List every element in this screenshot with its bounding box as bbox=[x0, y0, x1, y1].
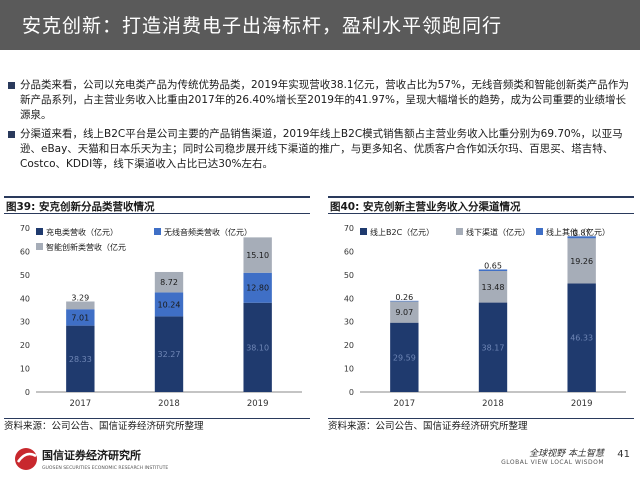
x-tick-label: 2018 bbox=[482, 399, 504, 409]
bullet-list: 分品类来看，公司以充电类产品为传统优势品类，2019年实现营收38.1亿元，营收… bbox=[8, 78, 632, 176]
legend-label: 无线音频类营收（亿元） bbox=[164, 227, 252, 237]
logo-swoosh-icon bbox=[16, 452, 37, 463]
bar-segment bbox=[390, 301, 419, 323]
logo-circle-icon bbox=[15, 448, 37, 470]
y-tick-label: 30 bbox=[344, 318, 354, 327]
data-label: 38.17 bbox=[482, 343, 505, 352]
y-tick-label: 20 bbox=[20, 341, 30, 350]
x-tick-label: 2019 bbox=[571, 399, 593, 409]
chart-panel-category: 图39: 安克创新分品类营收情况 0 10 20 30 40 50 60 70 28.33 7.0… bbox=[4, 196, 310, 418]
data-label: 38.10 bbox=[246, 343, 269, 352]
y-tick-label: 10 bbox=[344, 365, 354, 374]
data-label: 32.27 bbox=[158, 350, 181, 359]
y-tick-label: 50 bbox=[20, 271, 30, 280]
chart-title-category: 图39: 安克创新分品类营收情况 bbox=[4, 196, 310, 214]
x-tick-label: 2017 bbox=[394, 399, 416, 409]
legend-label: 线下渠道（亿元） bbox=[466, 227, 530, 237]
bar-segment bbox=[154, 316, 184, 392]
slogan-text: 全球视野 本土智慧 bbox=[529, 449, 604, 459]
data-label: 8.72 bbox=[160, 278, 178, 287]
legend-swatch bbox=[456, 228, 463, 235]
y-tick-label: 0 bbox=[349, 388, 354, 397]
bar-segment bbox=[243, 302, 272, 392]
square-bullet-icon bbox=[8, 82, 15, 89]
bar-segment bbox=[66, 309, 95, 326]
bar-segment bbox=[154, 271, 184, 293]
bar-segment bbox=[66, 325, 95, 392]
y-tick-label: 70 bbox=[344, 224, 354, 233]
legend-label: 充电类营收（亿元） bbox=[46, 227, 118, 237]
data-label: 46.33 bbox=[570, 334, 593, 343]
logo-subtext: GUOSEN SECURITIES ECONOMIC RESEARCH INST… bbox=[42, 465, 168, 471]
y-tick-label: 50 bbox=[344, 271, 354, 280]
square-bullet-icon bbox=[8, 131, 15, 138]
source-note-left: 资料来源：公司公告、国信证券经济研究所整理 bbox=[4, 418, 310, 434]
y-tick-label: 40 bbox=[344, 294, 354, 303]
legend-label: 线上B2C（亿元） bbox=[370, 227, 434, 237]
y-tick-label: 30 bbox=[20, 318, 30, 327]
data-label: 15.10 bbox=[246, 251, 269, 260]
guosen-logo: 国信证券经济研究所 GUOSEN SECURITIES ECONOMIC RES… bbox=[15, 448, 168, 471]
title-bar: 安克创新：打造消费电子出海标杆，盈利水平领跑同行 bbox=[0, 0, 640, 50]
y-tick-label: 60 bbox=[344, 247, 354, 256]
data-label: 0.26 bbox=[395, 293, 413, 302]
y-tick-label: 20 bbox=[344, 341, 354, 350]
bullet-text-channel: 分渠道来看，线上B2C平台是公司主要的产品销售渠道，2019年线上B2C模式销售… bbox=[20, 128, 623, 170]
category-revenue-chart: 0 10 20 30 40 50 60 70 28.33 7.01 3.29 2017 32.27 10.… bbox=[20, 224, 302, 409]
chart-title-channel: 图40: 安克创新主营业务收入分渠道情况 bbox=[328, 196, 634, 214]
bar-segment bbox=[243, 237, 272, 273]
legend-swatch bbox=[154, 228, 161, 235]
slogan-en-text: GLOBAL VIEW LOCAL WISDOM bbox=[501, 459, 604, 466]
x-tick-label: 2017 bbox=[70, 399, 92, 409]
y-tick-label: 0 bbox=[25, 388, 30, 397]
page-number: 41 bbox=[617, 449, 630, 460]
legend-swatch bbox=[36, 228, 43, 235]
bar-segment bbox=[390, 322, 419, 392]
data-label: 29.59 bbox=[393, 353, 416, 362]
legend-label: 智能创新类营收（亿元 bbox=[46, 242, 126, 252]
legend-swatch bbox=[536, 228, 543, 235]
data-label: 28.33 bbox=[69, 355, 92, 364]
legend-swatch bbox=[360, 228, 367, 235]
data-label: 0.87 bbox=[573, 228, 591, 237]
bar-segment bbox=[478, 302, 508, 392]
data-label: 7.01 bbox=[71, 313, 89, 322]
x-tick-label: 2019 bbox=[247, 399, 269, 409]
data-label: 12.80 bbox=[246, 284, 269, 293]
source-note-right: 资料来源：公司公告、国信证券经济研究所整理 bbox=[328, 418, 634, 434]
bar-segment bbox=[567, 236, 596, 239]
logo-text: 国信证券经济研究所 bbox=[42, 448, 141, 462]
bullet-channel: 分渠道来看，线上B2C平台是公司主要的产品销售渠道，2019年线上B2C模式销售… bbox=[8, 127, 632, 172]
bar-segment bbox=[567, 238, 596, 284]
footer-slogan: 全球视野 本土智慧 GLOBAL VIEW LOCAL WISDOM bbox=[501, 446, 604, 466]
data-label: 3.29 bbox=[71, 293, 89, 302]
y-tick-label: 40 bbox=[20, 294, 30, 303]
x-tick-label: 2018 bbox=[158, 399, 180, 409]
channel-revenue-chart: 0 10 20 30 40 50 60 70 29.59 9.07 0.26 2017 38.17 13.… bbox=[344, 224, 626, 409]
bullet-text-category: 分品类来看，公司以充电类产品为传统优势品类，2019年实现营收38.1亿元，营收… bbox=[20, 79, 629, 121]
bar-segment bbox=[243, 272, 272, 303]
chart-panel-channel: 图40: 安克创新主营业务收入分渠道情况 0 10 20 30 40 50 60 70 29.5… bbox=[328, 196, 634, 418]
legend-label: 线上其他（亿元） bbox=[546, 227, 610, 237]
bullet-category: 分品类来看，公司以充电类产品为传统优势品类，2019年实现营收38.1亿元，营收… bbox=[8, 78, 632, 123]
bar-segment bbox=[154, 292, 184, 317]
bar-segment bbox=[66, 301, 95, 310]
bar-segment bbox=[478, 270, 508, 303]
data-label: 0.65 bbox=[484, 261, 502, 270]
legend-swatch bbox=[36, 243, 43, 250]
page-title: 安克创新：打造消费电子出海标杆，盈利水平领跑同行 bbox=[22, 15, 503, 37]
bar-segment bbox=[478, 269, 508, 271]
data-label: 19.26 bbox=[570, 257, 593, 266]
bar-segment bbox=[567, 283, 596, 392]
y-tick-label: 60 bbox=[20, 247, 30, 256]
y-tick-label: 70 bbox=[20, 224, 30, 233]
data-label: 9.07 bbox=[395, 308, 413, 317]
data-label: 10.24 bbox=[158, 300, 181, 309]
y-tick-label: 10 bbox=[20, 365, 30, 374]
bar-segment bbox=[390, 300, 419, 302]
data-label: 13.48 bbox=[482, 283, 505, 292]
